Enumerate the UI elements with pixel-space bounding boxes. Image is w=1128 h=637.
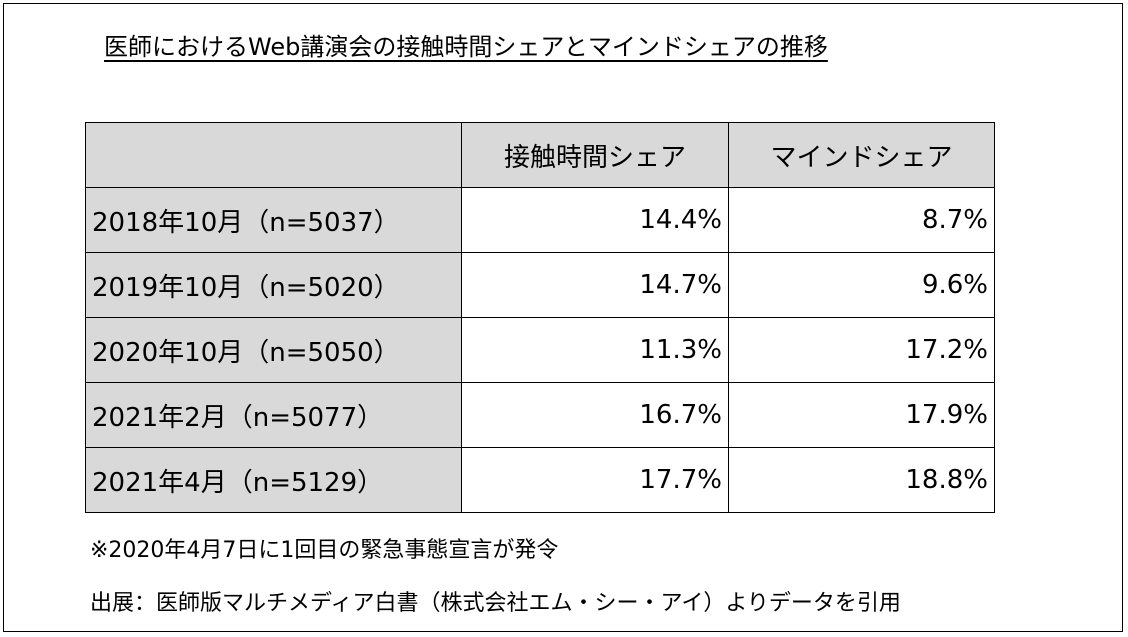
- contact-share-cell: 14.7%: [461, 252, 729, 318]
- mind-share-cell: 8.7%: [728, 187, 995, 253]
- contact-share-cell: 11.3%: [461, 317, 729, 383]
- row-label-cell: 2021年2月（n=5077）: [85, 382, 462, 448]
- contact-share-cell: 17.7%: [461, 447, 729, 513]
- contact-share-cell: 16.7%: [461, 382, 729, 448]
- table-body: 2018年10月（n=5037） 14.4% 8.7% 2019年10月（n=5020…: [85, 187, 995, 513]
- mind-share-cell: 18.8%: [728, 447, 995, 513]
- footnote: ※2020年4月7日に1回目の緊急事態宣言が発令: [90, 538, 559, 563]
- table-header-row: 接触時間シェア マインドシェア: [85, 122, 995, 188]
- header-contact-share: 接触時間シェア: [461, 122, 729, 188]
- row-label-cell: 2019年10月（n=5020）: [85, 252, 462, 318]
- figure-frame: [3, 3, 1123, 632]
- row-label-cell: 2020年10月（n=5050）: [85, 317, 462, 383]
- table-row: 2018年10月（n=5037） 14.4% 8.7%: [85, 187, 995, 253]
- row-label-cell: 2018年10月（n=5037）: [85, 187, 462, 253]
- table-row: 2021年4月（n=5129） 17.7% 18.8%: [85, 447, 995, 513]
- mind-share-cell: 9.6%: [728, 252, 995, 318]
- share-table: 接触時間シェア マインドシェア 2018年10月（n=5037） 14.4% 8.7…: [85, 122, 995, 513]
- header-empty-cell: [85, 122, 462, 188]
- table-row: 2019年10月（n=5020） 14.7% 9.6%: [85, 252, 995, 318]
- row-label-cell: 2021年4月（n=5129）: [85, 447, 462, 513]
- contact-share-cell: 14.4%: [461, 187, 729, 253]
- table-row: 2020年10月（n=5050） 11.3% 17.2%: [85, 317, 995, 383]
- mind-share-cell: 17.9%: [728, 382, 995, 448]
- chart-title: 医師におけるWeb講演会の接触時間シェアとマインドシェアの推移: [104, 33, 828, 61]
- header-mind-share: マインドシェア: [728, 122, 995, 188]
- mind-share-cell: 17.2%: [728, 317, 995, 383]
- source-citation: 出展：医師版マルチメディア白書（株式会社エム・シー・アイ）よりデータを引用: [90, 591, 901, 616]
- table-row: 2021年2月（n=5077） 16.7% 17.9%: [85, 382, 995, 448]
